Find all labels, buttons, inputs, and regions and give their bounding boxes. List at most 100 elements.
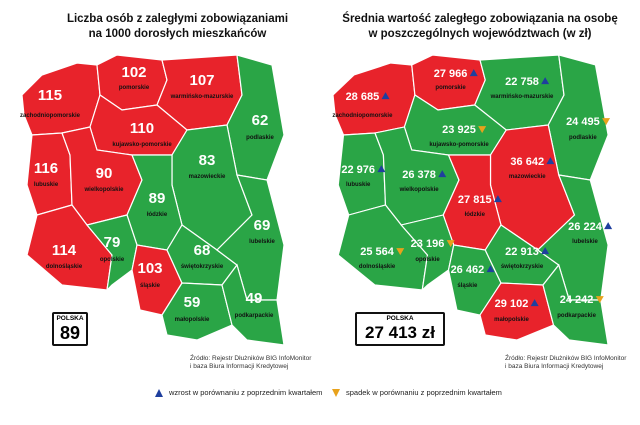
right-trend-up-icon-lubelskie [604, 222, 613, 230]
right-title-line2: w poszczególnych województwach (w zł) [368, 28, 592, 40]
left-value-lubuskie: 116 [34, 160, 58, 177]
right-name-malopolskie: małopolskie [494, 317, 529, 323]
right-region-opolskie [400, 214, 455, 292]
left-value-malopolskie: 59 [184, 294, 201, 311]
right-map-title: Średnia wartość zaległego zobowiązania n… [330, 12, 630, 42]
right-region-podkarpackie [542, 263, 609, 346]
left-name-pomorskie: pomorskie [119, 85, 150, 91]
right-name-lubelskie: lubelskie [572, 239, 598, 245]
left-map-title: Liczba osób z zaległymi zobowiązaniami n… [35, 12, 320, 42]
right-national-label: POLSKA [386, 315, 414, 322]
left-name-podlaskie: podlaskie [246, 135, 274, 141]
right-trend-down-icon-opolskie [446, 240, 455, 248]
left-name-warminsko-mazurskie: warmińsko-mazurskie [170, 94, 234, 100]
right-trend-up-icon-lubuskie [377, 165, 386, 173]
right-trend-up-icon-zachodniopomorskie [381, 92, 390, 100]
left-value-swietokrzyskie: 68 [194, 242, 211, 259]
left-value-podlaskie: 62 [252, 112, 269, 129]
right-trend-down-icon-dolnoslaskie [396, 248, 405, 256]
left-name-lubuskie: lubuskie [34, 182, 59, 188]
left-value-opolskie: 79 [104, 234, 121, 251]
right-trend-down-icon-kujawsko-pomorskie [478, 126, 487, 134]
right-value-warminsko-mazurskie: 22 758 [505, 76, 539, 88]
right-name-wielkopolskie: wielkopolskie [399, 187, 440, 193]
right-value-zachodniopomorskie: 28 685 [346, 91, 380, 103]
right-name-podlaskie: podlaskie [569, 135, 597, 141]
right-name-podkarpackie: podkarpackie [557, 313, 596, 319]
right-name-dolnoslaskie: dolnośląskie [359, 264, 396, 270]
triangle-up-icon [155, 388, 163, 397]
right-name-zachodniopomorskie: zachodniopomorskie [332, 113, 393, 119]
left-source-line1: Źródło: Rejestr Dłużników BIG InfoMonito… [190, 355, 312, 362]
left-source-note: Źródło: Rejestr Dłużników BIG InfoMonito… [190, 355, 311, 371]
right-value-wielkopolskie: 26 378 [402, 169, 436, 181]
left-name-slaskie: śląskie [140, 283, 161, 289]
right-name-lodzkie: łódzkie [465, 212, 486, 218]
left-region-podkarpackie [221, 263, 285, 346]
right-value-lubuskie: 22 976 [341, 164, 375, 176]
right-value-malopolskie: 29 102 [495, 298, 529, 310]
left-national-value: 89 [59, 323, 81, 343]
left-value-mazowieckie: 83 [199, 152, 216, 169]
right-value-dolnoslaskie: 25 564 [360, 246, 395, 258]
right-trend-up-icon-malopolskie [530, 299, 539, 307]
right-trend-up-icon-pomorskie [469, 69, 478, 77]
right-name-mazowieckie: mazowieckie [509, 174, 546, 180]
left-value-kujawsko-pomorskie: 110 [130, 120, 154, 137]
right-trend-up-icon-slaskie [486, 265, 495, 273]
right-value-swietokrzyskie: 22 913 [505, 246, 539, 258]
right-name-slaskie: śląskie [457, 283, 478, 289]
left-value-wielkopolskie: 90 [96, 165, 113, 182]
right-source-line1: Źródło: Rejestr Dłużników BIG InfoMonito… [505, 355, 627, 362]
left-region-opolskie [85, 214, 138, 292]
right-name-pomorskie: pomorskie [435, 85, 466, 91]
legend-down: spadek w porównaniu z poprzednim kwartał… [332, 388, 502, 397]
right-trend-up-icon-lodzkie [493, 195, 502, 203]
left-title-line2: na 1000 dorosłych mieszkańców [88, 28, 267, 40]
left-name-dolnoslaskie: dolnośląskie [46, 264, 83, 270]
left-name-wielkopolskie: wielkopolskie [83, 187, 124, 193]
triangle-down-icon [332, 388, 340, 397]
left-value-lubelskie: 69 [254, 217, 271, 234]
left-value-slaskie: 103 [137, 260, 162, 277]
left-value-podkarpackie: 49 [246, 290, 263, 307]
left-name-lubelskie: lubelskie [249, 239, 275, 245]
right-name-swietokrzyskie: świętokrzyskie [501, 264, 544, 270]
left-name-podkarpackie: podkarpackie [235, 313, 274, 319]
left-national-label: POLSKA [56, 315, 84, 322]
right-value-pomorskie: 27 966 [434, 68, 468, 80]
left-name-malopolskie: małopolskie [175, 317, 210, 323]
left-name-lodzkie: łódzkie [147, 212, 168, 218]
right-value-kujawsko-pomorskie: 23 925 [442, 124, 476, 136]
left-source-line2: i baza Biura Informacji Kredytowej [190, 363, 289, 370]
right-source-line2: i baza Biura Informacji Kredytowej [505, 363, 604, 370]
legend-up-label: wzrost w porównaniu z poprzednim kwartał… [169, 388, 323, 397]
right-name-warminsko-mazurskie: warmińsko-mazurskie [490, 94, 554, 100]
right-poland-map [332, 54, 609, 346]
left-name-opolskie: opolskie [100, 257, 125, 263]
right-trend-up-icon-swietokrzyskie [541, 247, 550, 255]
right-value-mazowieckie: 36 642 [510, 156, 544, 168]
right-source-note: Źródło: Rejestr Dłużników BIG InfoMonito… [505, 355, 626, 371]
right-trend-up-icon-mazowieckie [546, 157, 555, 165]
left-value-pomorskie: 102 [121, 64, 146, 81]
right-trend-down-icon-podkarpackie [595, 296, 604, 304]
right-value-podkarpackie: 24 242 [560, 294, 594, 306]
left-name-swietokrzyskie: świętokrzyskie [181, 264, 224, 270]
right-name-kujawsko-pomorskie: kujawsko-pomorskie [429, 142, 489, 148]
right-trend-down-icon-podlaskie [602, 118, 611, 126]
right-trend-up-icon-warminsko-mazurskie [541, 77, 550, 85]
right-value-lodzkie: 27 815 [458, 194, 492, 206]
left-name-zachodniopomorskie: zachodniopomorskie [20, 113, 81, 119]
left-value-warminsko-mazurskie: 107 [189, 72, 214, 89]
left-poland-map [21, 54, 285, 346]
right-title-line1: Średnia wartość zaległego zobowiązania n… [342, 13, 618, 25]
right-value-opolskie: 23 196 [411, 238, 445, 250]
right-national-value: 27 413 zł [365, 323, 435, 342]
right-value-lubelskie: 26 224 [568, 221, 603, 233]
right-trend-up-icon-wielkopolskie [438, 170, 447, 178]
left-value-dolnoslaskie: 114 [52, 242, 77, 259]
left-national-box: POLSKA 89 [52, 312, 88, 346]
left-name-kujawsko-pomorskie: kujawsko-pomorskie [112, 142, 172, 148]
